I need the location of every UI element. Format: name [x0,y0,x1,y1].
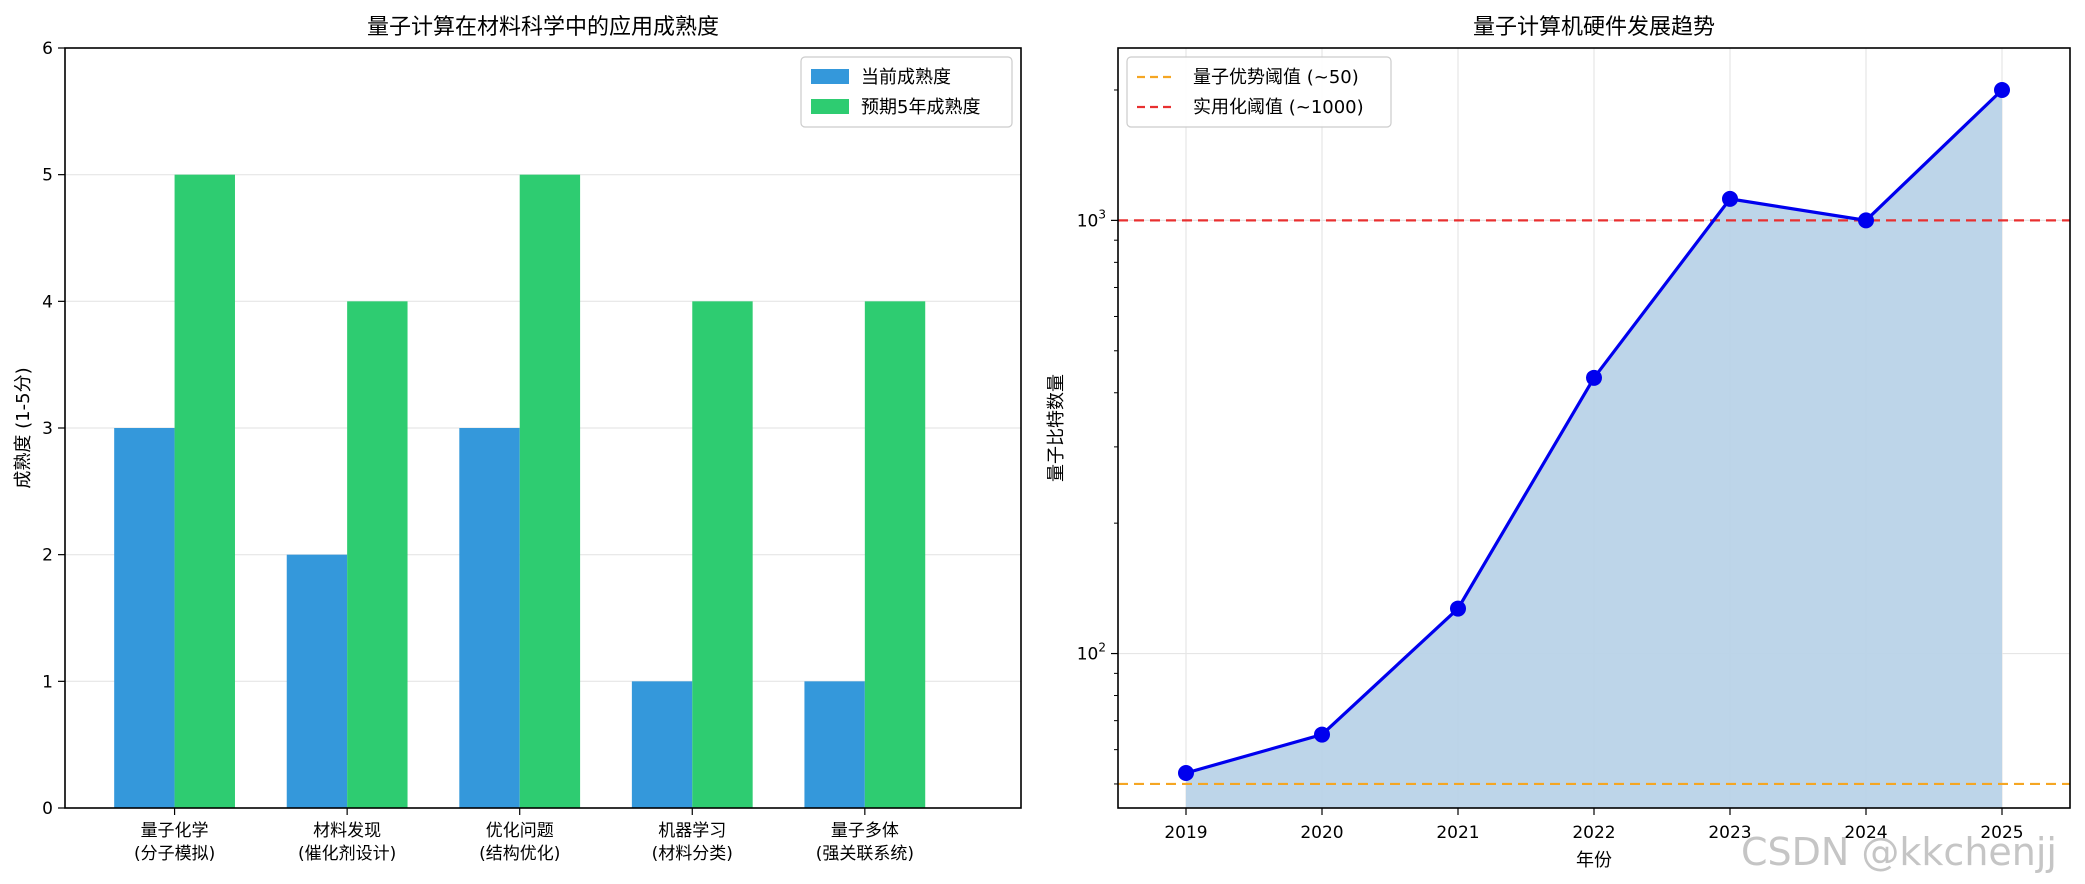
bar-current [286,554,348,808]
x-tick-label: 2022 [1572,823,1615,843]
legend-label: 量子优势阈值 (~50) [1193,67,1359,88]
legend-box [800,56,1013,128]
x-tick-label-sub: (催化剂设计) [298,844,396,864]
chart-title: 量子计算在材料科学中的应用成熟度 [367,15,719,40]
x-tick-label-sub: (分子模拟) [134,844,215,864]
x-tick-label: 2019 [1164,823,1207,843]
bar-expected [692,301,753,808]
data-point [1586,369,1602,386]
x-axis-label: 年份 [1576,850,1612,871]
y-tick-label: 1 [42,672,53,692]
bar-current [631,681,693,808]
x-tick-label: 优化问题 [486,821,554,841]
x-tick-label: 2021 [1436,823,1479,843]
x-tick-label: 2020 [1300,823,1343,843]
bar-expected [347,301,408,808]
bar-chart: 0 1 2 3 4 5 6 量子化学 (分子模拟) 材料发现 (催化剂设计) 优化问题 (结构优化) 机器… [13,15,1022,864]
y-tick-label: 6 [42,39,53,59]
data-point [1722,190,1738,207]
data-point [1450,600,1466,617]
x-tick-label-sub: (强关联系统) [816,844,914,864]
x-tick-label: 机器学习 [658,821,726,841]
y-axis-label: 成熟度 (1-5分) [13,367,34,488]
watermark: CSDN @kkchenjj [1741,830,2057,874]
bar-current [804,681,865,808]
x-tick-label: 2025 [1980,823,2023,843]
bar-current [114,428,175,808]
data-point [1994,81,2010,98]
x-tick-label: 2024 [1844,823,1887,843]
x-tick-label-sub: (结构优化) [479,844,560,864]
y-tick-label: 2 [42,546,53,566]
chart-title: 量子计算机硬件发展趋势 [1473,15,1715,40]
x-tick-label: 量子多体 [831,821,899,841]
y-tick-label: 103 [1077,207,1106,231]
data-point [1314,726,1330,743]
x-tick-label: 2023 [1708,823,1751,843]
legend-swatch [811,69,849,84]
bar-current [459,428,520,808]
bar-expected [174,174,235,808]
y-tick-label: 5 [42,166,53,186]
x-tick-label-sub: (材料分类) [652,844,733,864]
y-tick-label: 102 [1077,641,1106,665]
data-point [1858,212,1874,229]
data-point [1178,764,1194,781]
line-chart: 2019 2020 2021 2022 2023 2024 2025 102 103 量子计算机硬… [1046,15,2071,871]
legend-label: 预期5年成熟度 [861,97,980,118]
legend-label: 当前成熟度 [861,67,951,88]
legend-swatch [811,99,849,114]
y-tick-label: 0 [42,799,53,819]
legend-label: 实用化阈值 (~1000) [1193,97,1364,118]
y-axis-label: 量子比特数量 [1046,374,1067,482]
y-tick-label: 4 [42,292,53,312]
legend-box [1126,56,1392,128]
x-tick-label: 量子化学 [141,821,209,841]
bar-expected [519,174,581,808]
bar-expected [864,301,926,808]
legend: 量子优势阈值 (~50) 实用化阈值 (~1000) [1126,56,1392,128]
y-tick-label: 3 [42,419,53,439]
area-fill [1186,89,2002,808]
x-tick-label: 材料发现 [313,821,381,841]
